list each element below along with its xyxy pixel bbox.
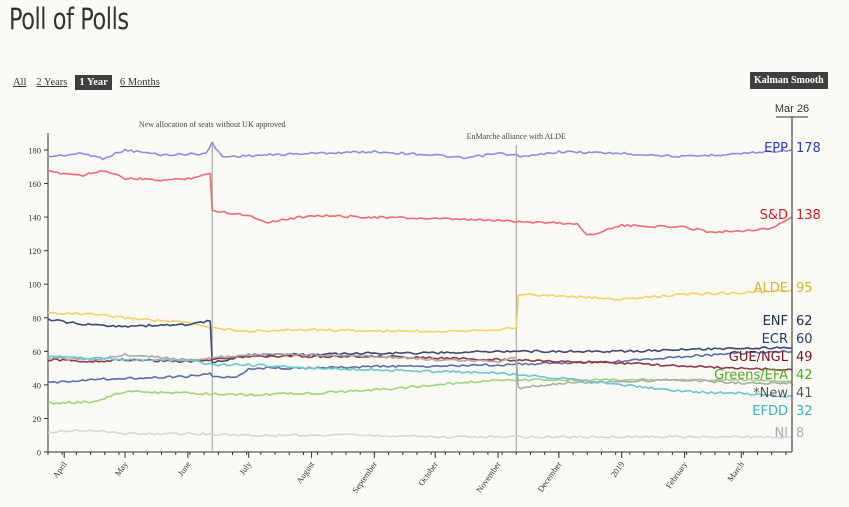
x-tick-label: March — [725, 459, 746, 484]
end-label-value: 62 — [796, 314, 813, 329]
series-line-ecr — [47, 349, 793, 384]
annotation-label: EnMarche alliance with ALDE — [467, 132, 566, 141]
end-label-name: *New — [753, 386, 788, 401]
end-label-value: 95 — [796, 281, 813, 296]
x-tick-label: 2019 — [608, 459, 626, 479]
x-tick-label: May — [113, 459, 131, 478]
x-tick-label: June — [175, 459, 192, 478]
range-1-year-button[interactable]: 1 Year — [75, 75, 112, 90]
date-cursor-label: Mar 26 — [775, 103, 809, 115]
end-label-name: ALDE — [754, 281, 788, 296]
x-tick-label: February — [663, 459, 689, 490]
end-labels: EPP 178 S&D 138 ALDE 95 ENF 62 ECR 60 GUE/NGL 49 Gre… — [714, 141, 821, 441]
y-tick-label: 160 — [28, 179, 41, 189]
y-tick-label: 60 — [33, 347, 42, 357]
end-label-name: ENF — [763, 314, 788, 329]
y-tick-label: 140 — [28, 213, 41, 223]
range-all-button[interactable]: All — [13, 77, 27, 88]
end-label-value: 32 — [796, 404, 813, 419]
series-line-s-d — [47, 170, 793, 236]
series-line-epp — [47, 141, 793, 161]
end-label-name: NI — [774, 426, 788, 441]
y-tick-label: 120 — [28, 246, 41, 256]
range-2-years-button[interactable]: 2 Years — [36, 77, 68, 88]
end-label-value: 60 — [796, 332, 813, 347]
x-tick-label: November — [474, 459, 503, 494]
end-label-value: 138 — [796, 208, 821, 223]
date-cursor[interactable]: Mar 26 — [775, 103, 809, 452]
end-label-value: 41 — [796, 386, 813, 401]
end-label-value: 178 — [796, 141, 821, 156]
y-tick-label: 100 — [28, 280, 41, 290]
x-tick-label: October — [416, 459, 440, 487]
series-line-efdd — [47, 355, 793, 398]
series-line-enf — [47, 318, 793, 364]
end-label-name: ECR — [762, 332, 788, 347]
end-label-name: EPP — [764, 141, 788, 156]
page-title: Poll of Polls — [9, 2, 129, 36]
end-label-name: Greens/EFA — [714, 368, 788, 383]
end-label-value: 49 — [796, 350, 813, 365]
chart-axes: 0 20 40 60 80 100 120 140 160 180 April May June July… — [28, 133, 792, 495]
x-tick-label: April — [50, 459, 69, 480]
series-line-ni — [48, 429, 792, 439]
series-line--new — [47, 352, 793, 390]
end-label-name: GUE/NGL — [729, 350, 789, 365]
y-tick-label: 40 — [33, 380, 42, 390]
range-6-months-button[interactable]: 6 Months — [119, 77, 160, 88]
y-tick-label: 0 — [37, 448, 41, 458]
end-label-name: EFDD — [752, 404, 788, 419]
end-label-name: S&D — [760, 208, 788, 223]
y-tick-label: 80 — [33, 313, 42, 323]
x-tick-label: July — [237, 459, 254, 477]
time-range-selector: All 2 Years 1 Year 6 Months — [11, 75, 162, 90]
series-line-alde — [47, 289, 793, 333]
chart-annotations: New allocation of seats without UK appro… — [139, 120, 566, 452]
x-tick-label: August — [294, 459, 317, 485]
kalman-smooth-toggle[interactable]: Kalman Smooth — [750, 72, 828, 89]
y-tick-label: 20 — [33, 414, 42, 424]
y-tick-label: 180 — [28, 146, 41, 156]
series-lines — [47, 141, 793, 439]
x-tick-label: December — [535, 459, 563, 493]
end-label-value: 8 — [796, 426, 804, 441]
x-tick-label: September — [350, 459, 379, 495]
end-label-value: 42 — [796, 368, 813, 383]
annotation-label: New allocation of seats without UK appro… — [139, 120, 286, 129]
